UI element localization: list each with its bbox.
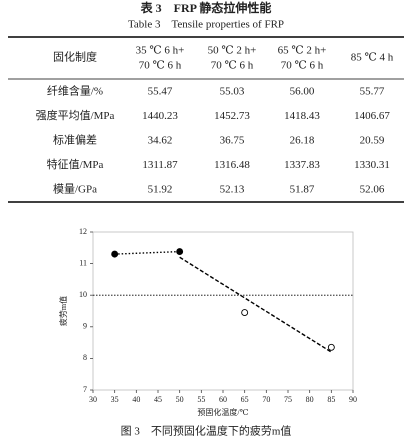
table-cell: 52.06 — [360, 184, 385, 196]
y-tick-label: 12 — [79, 227, 87, 236]
x-tick-label: 70 — [262, 395, 270, 404]
table-cell: 1452.73 — [214, 110, 250, 122]
table-cell: 52.13 — [220, 184, 245, 196]
x-tick-label: 80 — [306, 395, 314, 404]
y-tick-label: 11 — [79, 258, 87, 267]
table-cell: 55.77 — [360, 86, 385, 98]
table-cell: 强度平均值/MPa — [36, 108, 115, 122]
series-line — [114, 250, 180, 255]
table-cell: 1330.31 — [354, 159, 390, 171]
y-tick-label: 9 — [83, 322, 87, 331]
x-tick-label: 90 — [349, 395, 357, 404]
header-cell: 70 ℃ 6 h — [281, 60, 324, 72]
table-cell: 标准偏差 — [53, 133, 97, 147]
x-tick-label: 40 — [132, 395, 140, 404]
header-cell: 固化制度 — [53, 50, 97, 64]
table-cell: 1337.83 — [284, 159, 320, 171]
x-tick-label: 35 — [111, 395, 119, 404]
table-cell: 1311.87 — [142, 159, 178, 171]
table-cell: 特征值/MPa — [47, 157, 104, 171]
table-cell: 1440.23 — [142, 110, 178, 122]
plot-frame — [92, 231, 354, 391]
x-tick-label: 45 — [154, 395, 162, 404]
x-tick-label: 60 — [219, 395, 227, 404]
table-cell: 20.59 — [360, 135, 385, 147]
y-tick-label: 8 — [83, 353, 87, 362]
data-point — [241, 309, 249, 317]
series-line — [179, 256, 332, 353]
header-cell: 35 ℃ 6 h+ — [136, 45, 185, 57]
x-tick-label: 30 — [89, 395, 97, 404]
header-cell: 65 ℃ 2 h+ — [278, 45, 327, 57]
table-cell: 36.75 — [220, 135, 245, 147]
table-cell: 1406.67 — [354, 110, 390, 122]
table-cell: 55.47 — [148, 86, 173, 98]
x-tick-label: 55 — [197, 395, 205, 404]
table-subtitle: Table 3 Tensile properties of FRP — [128, 19, 284, 31]
header-cell: 70 ℃ 6 h — [211, 60, 254, 72]
header-cell: 85 ℃ 4 h — [351, 52, 394, 64]
table-cell: 1316.48 — [214, 159, 250, 171]
x-tick-label: 85 — [327, 395, 335, 404]
y-tick-label: 10 — [79, 290, 87, 299]
table-cell: 55.03 — [220, 86, 245, 98]
figure-caption: 图 3 不同预固化温度下的疲劳m值 — [121, 424, 292, 438]
x-tick-label: 75 — [284, 395, 292, 404]
table-cell: 51.87 — [290, 184, 315, 196]
table-cell: 纤维含量/% — [47, 84, 103, 98]
header-cell: 70 ℃ 6 h — [139, 60, 182, 72]
data-point — [176, 248, 184, 256]
x-tick-label: 50 — [176, 395, 184, 404]
table-title: 表 3 FRP 静态拉伸性能 — [140, 0, 272, 15]
y-tick-label: 7 — [83, 385, 87, 394]
table-cell: 1418.43 — [284, 110, 320, 122]
x-tick-label: 65 — [241, 395, 249, 404]
data-point — [111, 250, 119, 258]
table-cell: 56.00 — [290, 86, 315, 98]
x-axis-label: 预固化温度/℃ — [197, 407, 248, 417]
table-cell: 26.18 — [290, 135, 315, 147]
y-axis-label: 疲劳m值 — [58, 296, 68, 326]
table-cell: 34.62 — [148, 135, 173, 147]
table-cell: 模量/GPa — [53, 183, 97, 196]
data-point — [327, 343, 335, 351]
header-cell: 50 ℃ 2 h+ — [208, 45, 257, 57]
table-cell: 51.92 — [148, 184, 173, 196]
